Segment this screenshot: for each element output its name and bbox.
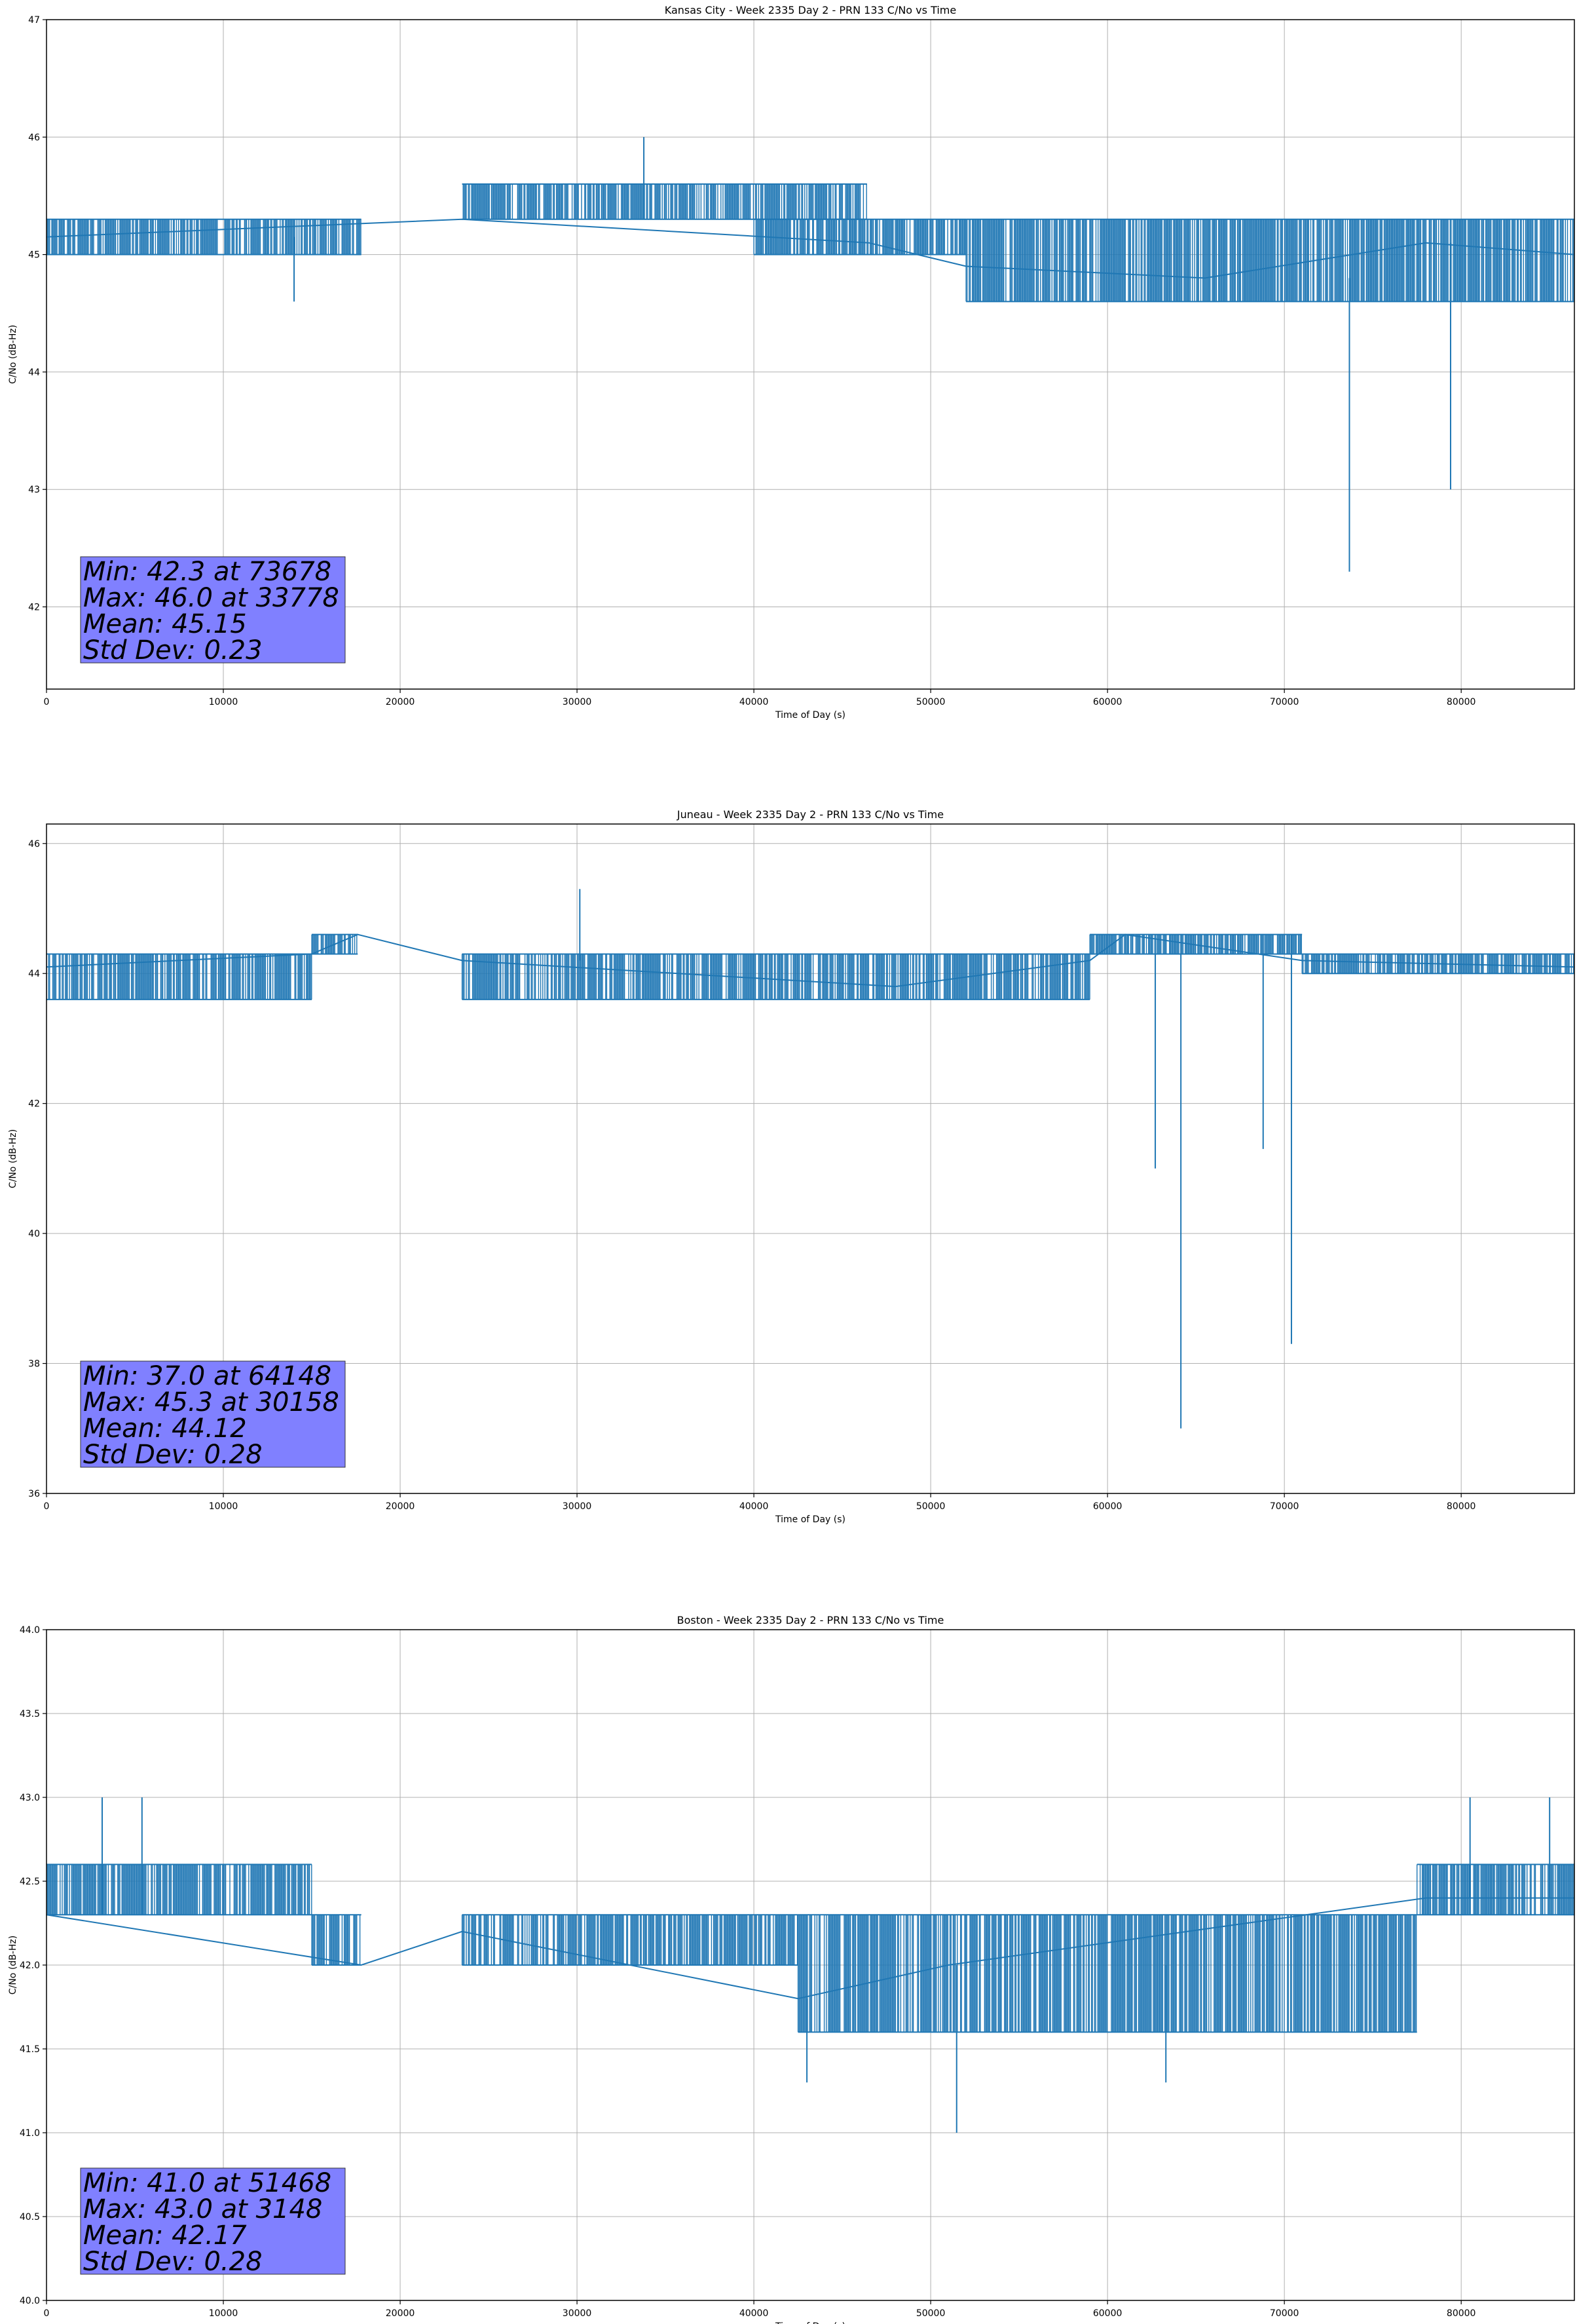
- series-band: [311, 1915, 361, 1965]
- y-tick-label: 47: [28, 15, 40, 26]
- series-band: [1301, 954, 1574, 974]
- series-band: [965, 219, 1574, 302]
- x-tick-label: 20000: [386, 2308, 415, 2319]
- x-axis-label: Time of Day (s): [775, 710, 845, 721]
- y-tick-label: 41.5: [20, 2044, 40, 2055]
- y-tick-label: 42.0: [20, 1960, 40, 1971]
- y-tick-label: 43.5: [20, 1709, 40, 1719]
- stats-line: Min: 37.0 at 64148: [83, 1361, 331, 1391]
- y-axis-label: C/No (dB-Hz): [8, 1936, 18, 1995]
- stats-line: Min: 41.0 at 51468: [83, 2168, 331, 2198]
- stats-line: Mean: 42.17: [83, 2221, 247, 2251]
- series-trace: [46, 137, 1574, 572]
- series-band: [461, 954, 1090, 1000]
- x-tick-label: 50000: [916, 1501, 946, 1512]
- series-band: [797, 1915, 1417, 2033]
- x-axis-label: Time of Day (s): [775, 2321, 845, 2324]
- y-tick-label: 41.0: [20, 2128, 40, 2139]
- chart-0: 0 10000 20000 30000 40000 50000 60000 70000 8000…: [8, 4, 1575, 721]
- x-tick-label: 40000: [739, 697, 769, 707]
- x-tick-label: 70000: [1270, 2308, 1299, 2319]
- chart-2: 0 10000 20000 30000 40000 50000 60000 70000 8000…: [8, 1614, 1575, 2324]
- stats-line: Std Dev: 0.23: [83, 635, 263, 665]
- series-band: [461, 1915, 798, 1965]
- stats-line: Max: 46.0 at 33778: [83, 583, 339, 613]
- series-band: [311, 934, 358, 954]
- stats-line: Mean: 45.15: [83, 609, 247, 639]
- series-band: [753, 219, 966, 255]
- y-tick-label: 42: [28, 602, 40, 612]
- x-tick-label: 10000: [209, 2308, 238, 2319]
- x-tick-label: 50000: [916, 2308, 946, 2319]
- x-tick-label: 0: [44, 1501, 50, 1512]
- y-tick-label: 36: [28, 1489, 40, 1499]
- x-tick-label: 70000: [1270, 697, 1299, 707]
- y-tick-label: 43.0: [20, 1793, 40, 1803]
- x-tick-label: 30000: [563, 1501, 592, 1512]
- plot-frame: [46, 19, 1575, 690]
- x-tick-label: 50000: [916, 697, 946, 707]
- stats-box: [80, 1360, 346, 1468]
- y-tick-label: 44: [28, 969, 40, 979]
- x-tick-label: 70000: [1270, 1501, 1299, 1512]
- y-tick-label: 44.0: [20, 1625, 40, 1636]
- stats-line: Mean: 44.12: [83, 1414, 247, 1444]
- series-band: [46, 1864, 312, 1915]
- chart-title: Juneau - Week 2335 Day 2 - PRN 133 C/No …: [677, 808, 944, 821]
- y-tick-label: 42: [28, 1099, 40, 1110]
- y-tick-label: 42.5: [20, 1877, 40, 1887]
- stats-line: Std Dev: 0.28: [83, 2247, 263, 2277]
- y-tick-label: 46: [28, 839, 40, 850]
- x-tick-label: 80000: [1447, 1501, 1476, 1512]
- series-trace: [46, 1797, 1574, 2133]
- stats-line: Max: 45.3 at 30158: [83, 1387, 339, 1417]
- stats-line: Max: 43.0 at 3148: [83, 2194, 322, 2224]
- y-tick-label: 40: [28, 1229, 40, 1239]
- y-axis-label: C/No (dB-Hz): [8, 1129, 18, 1188]
- x-tick-label: 10000: [209, 1501, 238, 1512]
- x-tick-label: 0: [44, 697, 50, 707]
- y-axis-label: C/No (dB-Hz): [8, 325, 18, 384]
- x-tick-label: 30000: [563, 2308, 592, 2319]
- x-tick-label: 20000: [386, 697, 415, 707]
- series-band: [46, 954, 312, 1000]
- y-tick-label: 38: [28, 1359, 40, 1370]
- y-tick-label: 43: [28, 485, 40, 495]
- x-tick-label: 40000: [739, 1501, 769, 1512]
- y-tick-label: 40.5: [20, 2212, 40, 2222]
- series-band: [46, 219, 362, 255]
- x-tick-label: 80000: [1447, 2308, 1476, 2319]
- y-tick-label: 44: [28, 367, 40, 378]
- stats-line: Min: 42.3 at 73678: [83, 557, 331, 587]
- chart-title: Kansas City - Week 2335 Day 2 - PRN 133 …: [665, 4, 956, 16]
- series-trace: [46, 889, 1574, 1429]
- y-tick-label: 45: [28, 250, 40, 261]
- x-tick-label: 20000: [386, 1501, 415, 1512]
- stats-box: [80, 2167, 346, 2275]
- chart-title: Boston - Week 2335 Day 2 - PRN 133 C/No …: [677, 1614, 944, 1626]
- x-tick-label: 60000: [1093, 1501, 1122, 1512]
- stats-box: [80, 556, 346, 664]
- plot-frame: [46, 823, 1575, 1494]
- x-tick-label: 0: [44, 2308, 50, 2319]
- x-tick-label: 80000: [1447, 697, 1476, 707]
- x-axis-label: Time of Day (s): [775, 1514, 845, 1525]
- series-band: [1417, 1864, 1574, 1915]
- x-tick-label: 60000: [1093, 697, 1122, 707]
- x-tick-label: 60000: [1093, 2308, 1122, 2319]
- y-tick-label: 46: [28, 132, 40, 143]
- stats-line: Std Dev: 0.28: [83, 1440, 263, 1470]
- y-tick-label: 40.0: [20, 2296, 40, 2306]
- x-tick-label: 10000: [209, 697, 238, 707]
- x-tick-label: 30000: [563, 697, 592, 707]
- series-band: [1089, 934, 1302, 954]
- x-tick-label: 40000: [739, 2308, 769, 2319]
- chart-1: 0 10000 20000 30000 40000 50000 60000 70000 8000…: [8, 808, 1575, 1525]
- series-band: [462, 184, 867, 219]
